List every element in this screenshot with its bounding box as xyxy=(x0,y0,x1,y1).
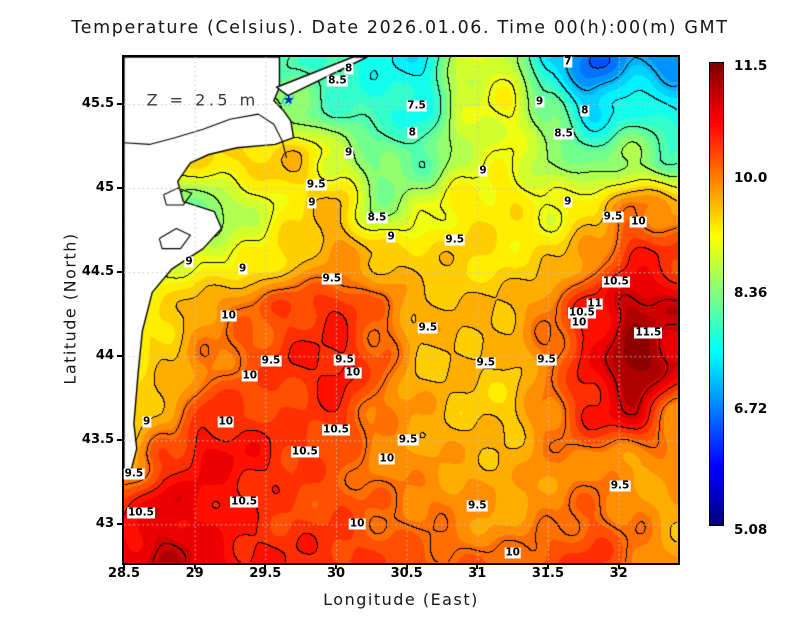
x-tick-mark xyxy=(546,563,549,569)
x-tick-mark xyxy=(193,563,196,569)
contour-label: 9 xyxy=(344,146,354,159)
x-tick-label: 32 xyxy=(609,566,628,581)
contour-label: 11.5 xyxy=(634,326,663,339)
y-tick-mark xyxy=(117,271,124,274)
contour-label: 10.5 xyxy=(601,275,630,288)
colorbar-tick-label: 8.36 xyxy=(734,285,768,301)
contour-label: 9.5 xyxy=(444,233,466,246)
contour-label: 10 xyxy=(241,369,259,382)
y-tick-label: 44.5 xyxy=(81,264,114,280)
contour-label: 9.5 xyxy=(305,178,327,191)
contour-label: 8.5 xyxy=(327,74,348,87)
x-tick-label: 31 xyxy=(468,566,487,581)
x-tick-mark xyxy=(334,563,337,569)
contour-label: 9.5 xyxy=(123,467,145,480)
contour-label: 9.5 xyxy=(321,272,343,285)
contour-label: 9.5 xyxy=(536,353,557,366)
colorbar-tick-label: 11.5 xyxy=(734,58,768,74)
y-tick-mark xyxy=(117,103,124,106)
x-axis-label: Longitude (East) xyxy=(323,590,479,609)
x-tick-mark xyxy=(123,563,125,569)
contour-label: 10 xyxy=(630,215,647,228)
station-marker-icon: ★ xyxy=(282,92,295,108)
contour-label: 10 xyxy=(504,546,521,559)
y-tick-mark xyxy=(117,523,124,526)
contour-label: 10 xyxy=(217,415,235,428)
colorbar xyxy=(709,62,724,526)
contour-label: 9.5 xyxy=(417,321,439,334)
y-tick-label: 43.5 xyxy=(81,432,114,448)
contour-label: 8 xyxy=(407,126,417,139)
depth-annotation: Z = 2.5 m xyxy=(146,90,259,110)
x-tick-label: 29.5 xyxy=(249,566,282,581)
y-tick-label: 43 xyxy=(95,516,114,532)
contour-label: 11 xyxy=(586,297,603,310)
y-tick-mark xyxy=(117,439,124,442)
contour-label: 10 xyxy=(348,517,366,530)
contour-label: 9 xyxy=(238,262,248,275)
x-tick-mark xyxy=(264,563,267,569)
map-plot-area: Z = 2.5 m ★ 8 8.5 7 7.5 8 9 8 8.5 9 9.5 9 8.5 9 9 9 9.5… xyxy=(122,55,680,565)
contour-label: 8 xyxy=(344,62,354,75)
colorbar-tick-label: 5.08 xyxy=(734,522,768,538)
contour-label: 9 xyxy=(563,195,573,208)
contour-label: 10.5 xyxy=(567,306,596,319)
contour-label: 9 xyxy=(141,415,152,428)
contour-label: 10.5 xyxy=(322,423,350,436)
y-tick-label: 44 xyxy=(95,348,114,364)
contour-label: 10.5 xyxy=(290,445,319,458)
y-tick-mark xyxy=(117,187,124,190)
y-tick-label: 45 xyxy=(95,180,114,196)
contour-label: 9 xyxy=(534,95,545,108)
contour-label: 9.5 xyxy=(467,499,488,512)
contour-label: 7.5 xyxy=(406,99,427,112)
contour-label: 8.5 xyxy=(366,211,388,224)
contour-label: 9.5 xyxy=(397,433,419,446)
x-tick-mark xyxy=(617,563,620,569)
contour-label: 9.5 xyxy=(609,479,631,492)
x-tick-label: 30.5 xyxy=(390,566,423,581)
contour-label: 9 xyxy=(307,196,317,209)
x-tick-label: 29 xyxy=(185,566,204,581)
contour-label: 9.5 xyxy=(475,356,497,369)
contour-label: 8 xyxy=(580,104,590,117)
y-tick-mark xyxy=(117,355,124,358)
contour-label: 9.5 xyxy=(260,354,282,367)
contour-label: 9.5 xyxy=(602,210,624,223)
x-tick-label: 28.5 xyxy=(107,566,141,581)
contour-label: 8.5 xyxy=(553,127,574,140)
x-tick-label: 30 xyxy=(326,566,346,581)
plot-title: Temperature (Celsius). Date 2026.01.06. … xyxy=(71,18,729,38)
x-tick-mark xyxy=(405,563,408,569)
contour-label: 10 xyxy=(570,316,588,329)
contour-label: 10 xyxy=(378,452,396,465)
contour-label: 9.5 xyxy=(334,353,355,366)
contour-label: 10.5 xyxy=(126,506,155,519)
contour-label: 7 xyxy=(563,55,573,68)
contour-label: 10 xyxy=(344,366,362,379)
colorbar-tick-label: 6.72 xyxy=(734,400,768,417)
contour-label: 10 xyxy=(220,309,237,322)
y-tick-label: 45.5 xyxy=(81,96,114,112)
y-axis-label: Latitude (North) xyxy=(60,232,80,385)
contour-label: 9 xyxy=(184,255,194,268)
contour-label: 9 xyxy=(478,164,488,177)
x-tick-label: 31.5 xyxy=(531,566,564,581)
contour-label: 9 xyxy=(386,230,396,243)
x-tick-mark xyxy=(476,563,479,569)
colorbar-tick-label: 10.0 xyxy=(734,169,768,186)
contour-label: 10.5 xyxy=(230,495,259,508)
